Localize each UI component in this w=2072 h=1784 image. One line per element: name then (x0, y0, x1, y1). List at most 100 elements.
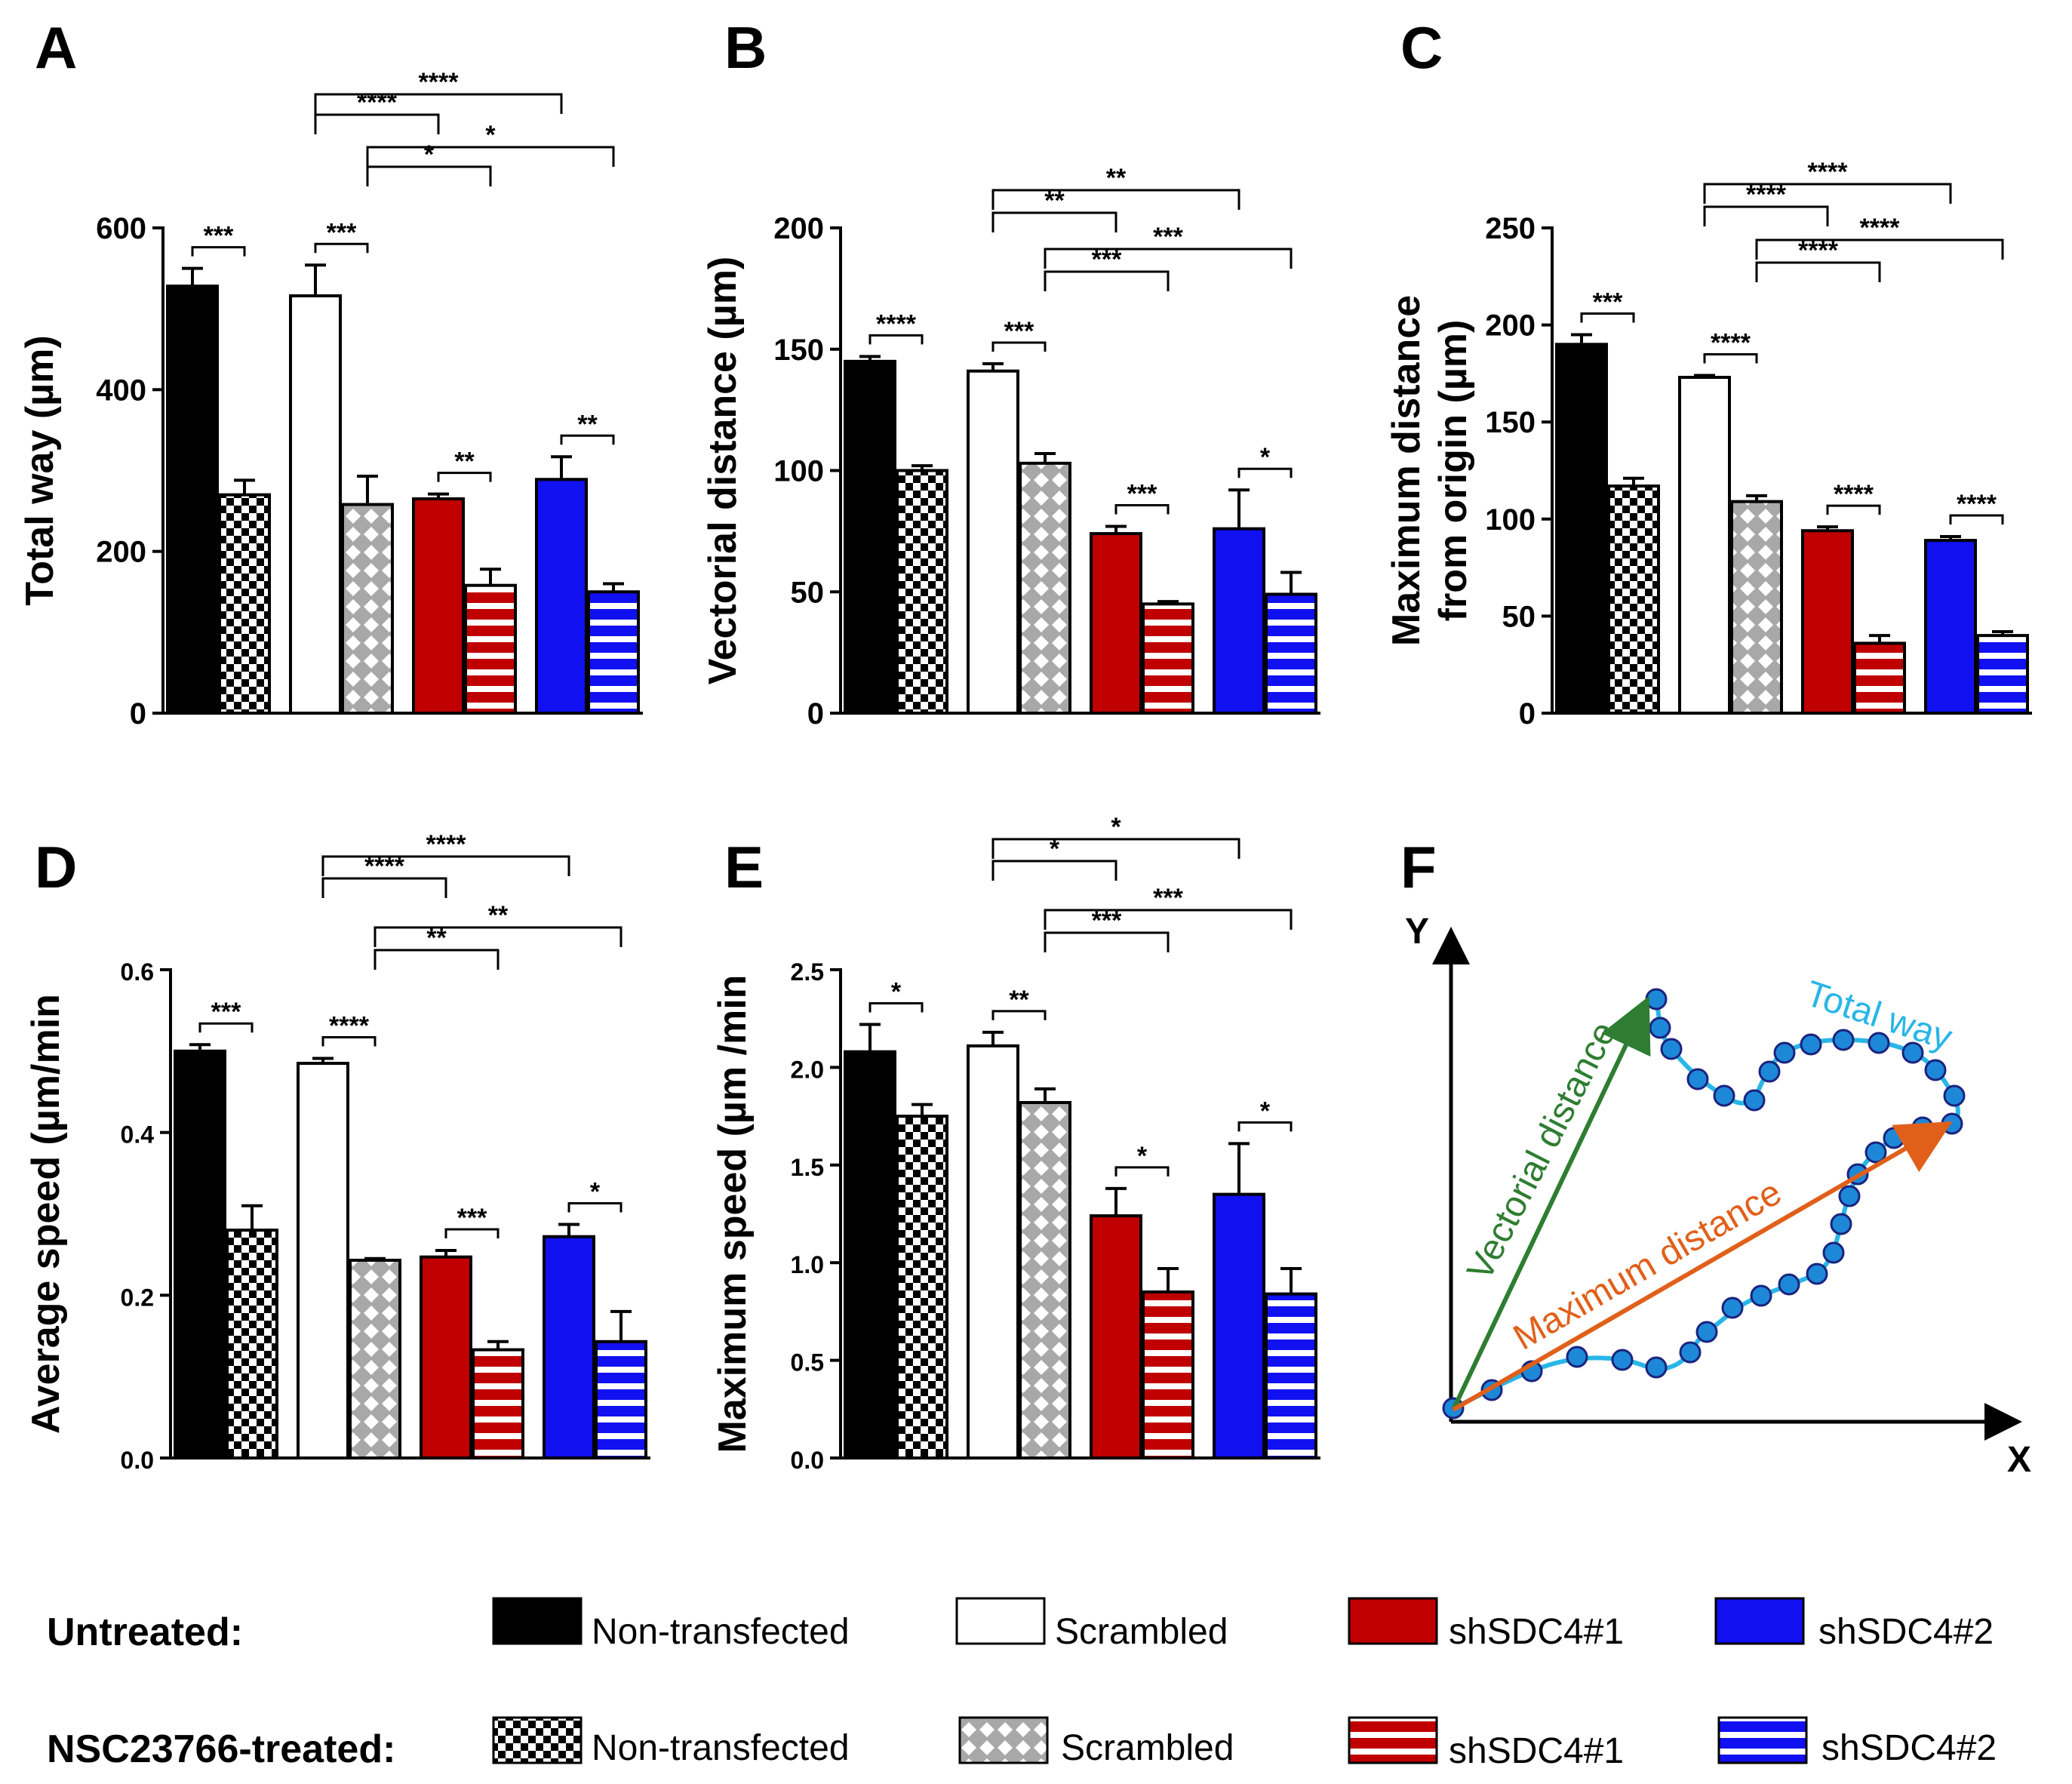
comparison-bracket (1044, 931, 1170, 952)
legend-entry: Non-transfected (592, 1612, 850, 1652)
comparison-bracket (374, 926, 623, 947)
legend-entry: shSDC4#1 (1449, 1731, 1624, 1771)
legend-entry: Scrambled (1061, 1728, 1234, 1768)
panel-label-c: C (1400, 14, 1443, 81)
pair-significance: * (1260, 443, 1271, 472)
y-tick-label: 400 (96, 374, 146, 407)
bar (896, 469, 948, 715)
pair-bracket (868, 1001, 924, 1013)
comparison-bracket (991, 860, 1117, 881)
comparison-significance: **** (1860, 214, 1901, 242)
bar (1730, 500, 1783, 715)
path-point (1645, 988, 1668, 1010)
path-point (1822, 1241, 1845, 1264)
bar (1678, 376, 1731, 715)
comparison-significance: *** (1153, 884, 1183, 912)
path-point (1611, 1349, 1634, 1371)
comparison-bracket (1703, 205, 1829, 226)
path-point (1832, 1029, 1855, 1051)
bar (1213, 527, 1265, 715)
legend-swatch-treated-shsdc4-1 (1348, 1716, 1438, 1764)
bar (464, 583, 517, 715)
legend-entry: Non-transfected (592, 1728, 850, 1768)
pair-significance: *** (1593, 288, 1623, 316)
bar (1976, 634, 2029, 715)
bar (1019, 461, 1071, 715)
pair-bracket (191, 246, 246, 257)
comparison-bracket (991, 189, 1240, 210)
y-tick-label: 250 (1485, 212, 1536, 245)
path-point (1924, 1059, 1947, 1081)
comparison-significance: *** (1153, 223, 1183, 251)
pair-significance: *** (327, 218, 357, 247)
comparison-bracket (314, 93, 563, 114)
pair-bracket (437, 472, 492, 482)
pair-bracket (1114, 503, 1170, 515)
pair-bracket (567, 1202, 623, 1213)
pair-bracket (1949, 514, 2004, 524)
comparison-significance: **** (1808, 158, 1849, 186)
comparison-bracket (991, 211, 1117, 232)
comparison-significance: **** (419, 68, 460, 97)
legend-swatch-untreated-shsdc4-2 (1714, 1597, 1805, 1645)
bar (1924, 539, 1977, 715)
y-tick-label: 0 (807, 697, 824, 731)
comparison-bracket (321, 877, 447, 898)
y-axis-label: Maximum speed (µm /min (711, 975, 755, 1453)
pair-significance: * (1137, 1142, 1148, 1170)
comparison-bracket (1703, 183, 1952, 204)
y-tick-label: 600 (96, 212, 146, 245)
maximum-distance-label: Maximum distance (1507, 1173, 1788, 1358)
comparison-significance: ** (488, 901, 509, 930)
pair-significance: **** (1957, 490, 1997, 518)
bar (1265, 1292, 1317, 1460)
bar (1142, 1290, 1194, 1460)
y-tick-label: 0 (130, 697, 146, 731)
path-point (1838, 1185, 1861, 1207)
legend: Untreated: NSC23766-treated: Non-transfe… (47, 1597, 1997, 1771)
comparison-bracket (366, 165, 492, 186)
pair-significance: *** (211, 998, 241, 1026)
legend-row-label-untreated: Untreated: (47, 1610, 243, 1654)
comparison-significance: **** (426, 830, 467, 859)
path-point (1721, 1296, 1744, 1319)
panel-f: F Y X Vectorial distance Maximum distanc… (1400, 834, 2031, 1480)
y-tick-label: 0.6 (121, 958, 154, 986)
pair-bracket (560, 434, 615, 445)
y-tick-label: 2.0 (791, 1056, 824, 1083)
bar (1019, 1100, 1071, 1459)
pair-bracket (314, 242, 369, 254)
panel-label-b: B (724, 14, 767, 81)
y-tick-label: 1.0 (791, 1251, 824, 1278)
y-axis-label: Total way (µm) (18, 335, 62, 605)
pair-significance: *** (1004, 317, 1034, 346)
bar (1607, 484, 1660, 715)
comparison-significance: ** (1106, 164, 1127, 192)
pair-bracket (1237, 467, 1293, 478)
legend-swatch-untreated-shsdc4-1 (1348, 1597, 1438, 1645)
bar (1801, 529, 1854, 715)
y-tick-label: 100 (1485, 503, 1536, 537)
comparison-bracket (314, 113, 440, 134)
comparison-bracket (1044, 248, 1293, 269)
y-tick-label: 0.5 (791, 1349, 824, 1376)
comparison-significance: * (1111, 813, 1121, 841)
legend-swatch-untreated-scrambled (955, 1597, 1046, 1645)
y-tick-label: 0.0 (121, 1447, 154, 1474)
bar (420, 1255, 472, 1459)
path-point (1645, 1356, 1668, 1379)
pair-bracket (444, 1228, 500, 1239)
path-point (1758, 1060, 1781, 1083)
bar (218, 493, 271, 715)
comparison-bracket (1044, 270, 1170, 291)
bar (587, 590, 640, 715)
legend-entry: Scrambled (1055, 1612, 1228, 1652)
path-point (1883, 1127, 1905, 1149)
y-axis-label: Maximum distance (1385, 295, 1428, 646)
path-point (1713, 1084, 1735, 1107)
path-point (1773, 1041, 1796, 1064)
bar (1090, 1214, 1142, 1459)
bar (535, 478, 588, 715)
